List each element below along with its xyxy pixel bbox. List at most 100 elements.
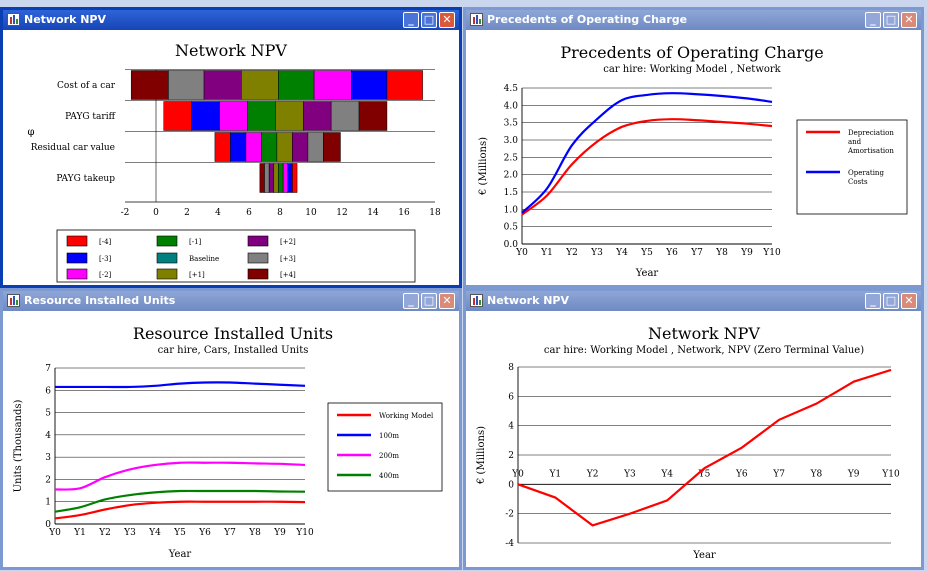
close-button[interactable]: ✕: [901, 12, 917, 28]
x-tick-label: Y2: [98, 528, 111, 538]
x-axis-label: Year: [692, 550, 716, 561]
x-tick-label: Y4: [660, 469, 673, 479]
legend-label: 400m: [379, 472, 399, 480]
x-tick-label: Y5: [640, 248, 653, 258]
y-tick-label: 3.0: [504, 136, 519, 146]
close-button[interactable]: ✕: [439, 293, 455, 309]
legend-label: [-1]: [189, 238, 202, 246]
bar-segment: [292, 163, 298, 193]
legend-swatch: [247, 235, 269, 247]
legend-label: [+3]: [280, 255, 296, 263]
bar-segment: [351, 70, 388, 100]
legend-label: 100m: [379, 432, 399, 440]
x-tick-label: Y4: [615, 248, 628, 258]
legend-box: [327, 402, 443, 492]
x-tick-label: -2: [121, 208, 130, 218]
title-bar[interactable]: Network NPV _ □ ✕: [466, 291, 921, 311]
bar-segment: [214, 132, 231, 162]
maximize-button[interactable]: □: [421, 293, 437, 309]
x-tick-label: Y6: [735, 469, 748, 479]
x-tick-label: Y1: [73, 528, 86, 538]
maximize-button[interactable]: □: [421, 12, 437, 28]
window-network-npv-line[interactable]: Network NPV _ □ ✕ Network NPV car hire: W…: [463, 288, 924, 570]
bar-segment: [245, 132, 262, 162]
category-label: PAYG takeup: [56, 174, 115, 184]
x-tick-label: Y3: [123, 528, 136, 538]
bar-segment: [230, 132, 247, 162]
series-line: [55, 381, 306, 389]
bar-segment: [386, 70, 423, 100]
y-tick-label: 4.0: [504, 101, 519, 111]
legend-swatch: [66, 235, 88, 247]
x-axis-label: Year: [168, 549, 192, 560]
x-tick-label: Y2: [586, 469, 599, 479]
bar-segment: [261, 132, 278, 162]
legend-swatch: [66, 252, 88, 264]
close-button[interactable]: ✕: [439, 12, 455, 28]
y-tick-label: 2.5: [504, 153, 519, 163]
x-tick-label: Y7: [223, 528, 236, 538]
x-tick-label: 6: [246, 208, 252, 218]
window-precedents-operating-charge[interactable]: Precedents of Operating Charge _ □ ✕ Pre…: [463, 7, 924, 288]
y-tick-label: 2: [508, 451, 514, 461]
tornado-chart: Network NPV φ Cost of a car PAYG tariff Resi…: [27, 41, 441, 283]
bar-segment: [278, 163, 284, 193]
x-tick-label: Y10: [762, 248, 781, 258]
x-tick-label: 16: [398, 208, 410, 218]
y-axis-label: Units (Thousands): [13, 399, 24, 492]
legend-label: Baseline: [189, 255, 219, 263]
bar-segment: [358, 101, 388, 131]
y-tick-label: 3.5: [504, 119, 519, 129]
window-resource-installed-units[interactable]: Resource Installed Units _ □ ✕ Resource …: [0, 288, 462, 570]
x-tick-label: Y7: [772, 469, 785, 479]
close-button[interactable]: ✕: [901, 293, 917, 309]
y-tick-label: 8: [508, 363, 514, 373]
x-tick-label: Y7: [690, 248, 703, 258]
x-tick-label: Y10: [881, 469, 900, 479]
legend-label: Depreciation: [848, 129, 894, 137]
bar-segment: [282, 163, 289, 193]
series-line: [521, 92, 773, 214]
bar-segment: [203, 70, 242, 100]
window-title: Network NPV: [24, 13, 106, 26]
legend-label: Costs: [848, 178, 868, 186]
y-tick-label: 4: [45, 431, 51, 441]
minimize-button[interactable]: _: [865, 293, 881, 309]
window-network-npv-tornado[interactable]: Network NPV _ □ ✕ Network NPV φ Cost of a …: [0, 7, 462, 288]
chart-app-icon: [470, 13, 483, 26]
y-axis-label: φ: [27, 127, 34, 138]
window-title: Network NPV: [487, 294, 569, 307]
x-tick-label: Y0: [515, 248, 528, 258]
legend-swatch: [247, 268, 269, 280]
minimize-button[interactable]: _: [403, 12, 419, 28]
chart-app-icon: [470, 294, 483, 307]
bar-segment: [247, 101, 276, 131]
maximize-button[interactable]: □: [883, 293, 899, 309]
category-label: Cost of a car: [57, 81, 116, 91]
maximize-button[interactable]: □: [883, 12, 899, 28]
minimize-button[interactable]: _: [865, 12, 881, 28]
legend-swatch: [156, 268, 178, 280]
bar-segment: [303, 101, 332, 131]
y-tick-label: 6: [45, 386, 51, 396]
bar-segment: [276, 132, 293, 162]
y-tick-label: 0.5: [504, 223, 519, 233]
minimize-button[interactable]: _: [403, 293, 419, 309]
bar-segment: [241, 70, 279, 100]
y-axis-label: € (Millions): [478, 137, 489, 196]
legend-label: [-3]: [99, 255, 112, 263]
chart-title: Network NPV: [175, 41, 287, 60]
y-tick-label: 0: [508, 480, 514, 490]
x-tick-label: 0: [153, 208, 159, 218]
y-tick-label: 4: [508, 422, 514, 432]
x-tick-label: Y0: [48, 528, 61, 538]
x-tick-label: Y9: [847, 469, 860, 479]
x-tick-label: Y0: [511, 469, 524, 479]
y-tick-label: 1.0: [504, 205, 519, 215]
title-bar[interactable]: Precedents of Operating Charge _ □ ✕: [466, 10, 921, 30]
legend-label: [-2]: [99, 271, 112, 279]
title-bar[interactable]: Resource Installed Units _ □ ✕: [3, 291, 459, 311]
y-tick-label: 4.5: [504, 84, 519, 94]
bar-segment: [313, 70, 352, 100]
title-bar[interactable]: Network NPV _ □ ✕: [3, 10, 459, 30]
